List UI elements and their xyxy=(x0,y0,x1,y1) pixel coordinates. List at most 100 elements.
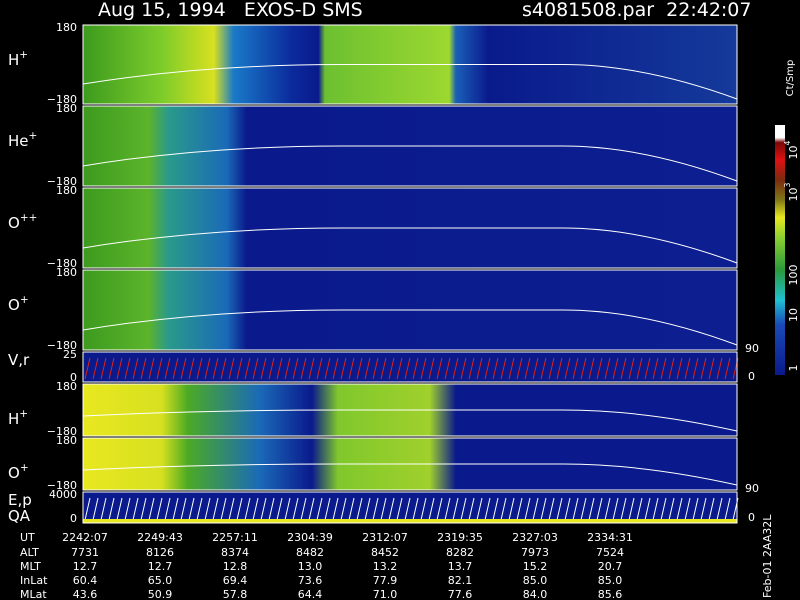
colorbar-title: Ct/Smp xyxy=(785,60,796,97)
colorbar xyxy=(775,125,785,375)
panel-label-base: O xyxy=(8,214,20,232)
cell: 7731 xyxy=(71,546,99,559)
cell: 69.4 xyxy=(223,574,248,587)
cell: 77.9 xyxy=(373,574,398,587)
panel-label: O+ xyxy=(8,462,29,482)
panel-label: O++ xyxy=(8,212,37,232)
cell: 2242:07 xyxy=(62,531,108,544)
row-label: InLat xyxy=(20,574,48,587)
panel-label: H+ xyxy=(8,49,28,69)
panel-frame xyxy=(82,383,738,437)
y-tick-label: −180 xyxy=(47,93,77,106)
panel-frame xyxy=(82,269,738,351)
panel-frame xyxy=(82,24,738,105)
cell: 13.0 xyxy=(298,560,323,573)
cell: 13.2 xyxy=(373,560,398,573)
colorbar-label-base: 10 xyxy=(787,145,800,159)
file-name: s4081508.par 22:42:07 xyxy=(522,0,751,21)
panel-label-sup: + xyxy=(19,408,28,420)
cell: 2319:35 xyxy=(437,531,483,544)
pitch-curve xyxy=(82,463,738,486)
cell: 2249:43 xyxy=(137,531,183,544)
cell: 43.6 xyxy=(73,588,98,600)
right-tick-label: 0 xyxy=(748,370,755,383)
y-tick-label: 180 xyxy=(56,380,77,393)
footer: Feb-01 2AA32L xyxy=(761,514,774,598)
panel-frame xyxy=(82,491,738,524)
sweep-lines xyxy=(84,497,739,521)
y-tick-label: 180 xyxy=(56,266,77,279)
cell: 8282 xyxy=(446,546,474,559)
pitch-curve xyxy=(82,145,738,182)
cell: 85.0 xyxy=(598,574,623,587)
right-tick-label: 90 xyxy=(745,482,759,495)
cell: 84.0 xyxy=(523,588,548,600)
cell: 7973 xyxy=(521,546,549,559)
pitch-curve xyxy=(82,409,738,432)
panel-label-sup: + xyxy=(20,462,29,474)
panel-label-base: O xyxy=(8,296,20,314)
panel-label-base: H xyxy=(8,410,19,428)
pitch-curve xyxy=(82,227,738,264)
cell: 57.8 xyxy=(223,588,248,600)
cell: 12.7 xyxy=(148,560,173,573)
panel-label-sup: + xyxy=(20,294,29,306)
cell: 2304:39 xyxy=(287,531,333,544)
panel-label-base: O xyxy=(8,464,20,482)
panel-label-sup: + xyxy=(29,130,38,142)
panel-frame xyxy=(82,351,738,383)
cell: 8126 xyxy=(146,546,174,559)
colorbar-label-base: 10 xyxy=(787,308,800,322)
colorbar-label-sup: 3 xyxy=(783,182,792,187)
y-tick-label: 180 xyxy=(56,184,77,197)
row-label: MLT xyxy=(20,560,41,573)
cell: 7524 xyxy=(596,546,624,559)
colorbar-label: 1 xyxy=(787,365,800,372)
cell: 65.0 xyxy=(148,574,173,587)
y-tick-label: −180 xyxy=(47,257,77,270)
cell: 85.6 xyxy=(598,588,623,600)
cell: 20.7 xyxy=(598,560,623,573)
panel-label: He+ xyxy=(8,130,37,150)
cell: 8374 xyxy=(221,546,249,559)
cell: 12.7 xyxy=(73,560,98,573)
cell: 2257:11 xyxy=(212,531,258,544)
panel-label: E,p xyxy=(8,491,32,509)
y-tick-label: 180 xyxy=(56,21,77,34)
row-label: UT xyxy=(20,531,35,544)
row-label: MLat xyxy=(20,588,47,600)
cell: 50.9 xyxy=(148,588,173,600)
cell: 73.6 xyxy=(298,574,323,587)
cell: 2312:07 xyxy=(362,531,408,544)
cell: 15.2 xyxy=(523,560,548,573)
cell: 8482 xyxy=(296,546,324,559)
colorbar-label: 104 xyxy=(783,140,800,159)
panel-frame xyxy=(82,187,738,269)
panel-frame xyxy=(82,105,738,187)
panel-label-base: V,r xyxy=(8,351,30,369)
panel-label-base: H xyxy=(8,51,19,69)
cell: 71.0 xyxy=(373,588,398,600)
y-tick-label: −180 xyxy=(47,339,77,352)
y-tick-label: 4000 xyxy=(49,488,77,501)
colorbar-label: 10 xyxy=(787,308,800,322)
y-tick-label: −180 xyxy=(47,479,77,492)
pitch-curve xyxy=(82,64,738,100)
cell: 82.1 xyxy=(448,574,473,587)
panel-label: V,r xyxy=(8,351,30,369)
panel-label: H+ xyxy=(8,408,28,428)
right-tick-label: 0 xyxy=(748,511,755,524)
cell: 60.4 xyxy=(73,574,98,587)
colorbar-label-base: 1 xyxy=(787,365,800,372)
panel-label-sup: + xyxy=(19,49,28,61)
y-tick-label: 25 xyxy=(63,348,77,361)
y-tick-label: 0 xyxy=(70,512,77,525)
colorbar-label-sup: 4 xyxy=(783,140,792,145)
colorbar-label-base: 100 xyxy=(787,265,800,286)
right-tick-label: 90 xyxy=(745,342,759,355)
qa-bar xyxy=(83,519,737,523)
panel-label-2: QA xyxy=(8,507,31,525)
cell: 13.7 xyxy=(448,560,473,573)
panel-label-base: E,p xyxy=(8,491,32,509)
